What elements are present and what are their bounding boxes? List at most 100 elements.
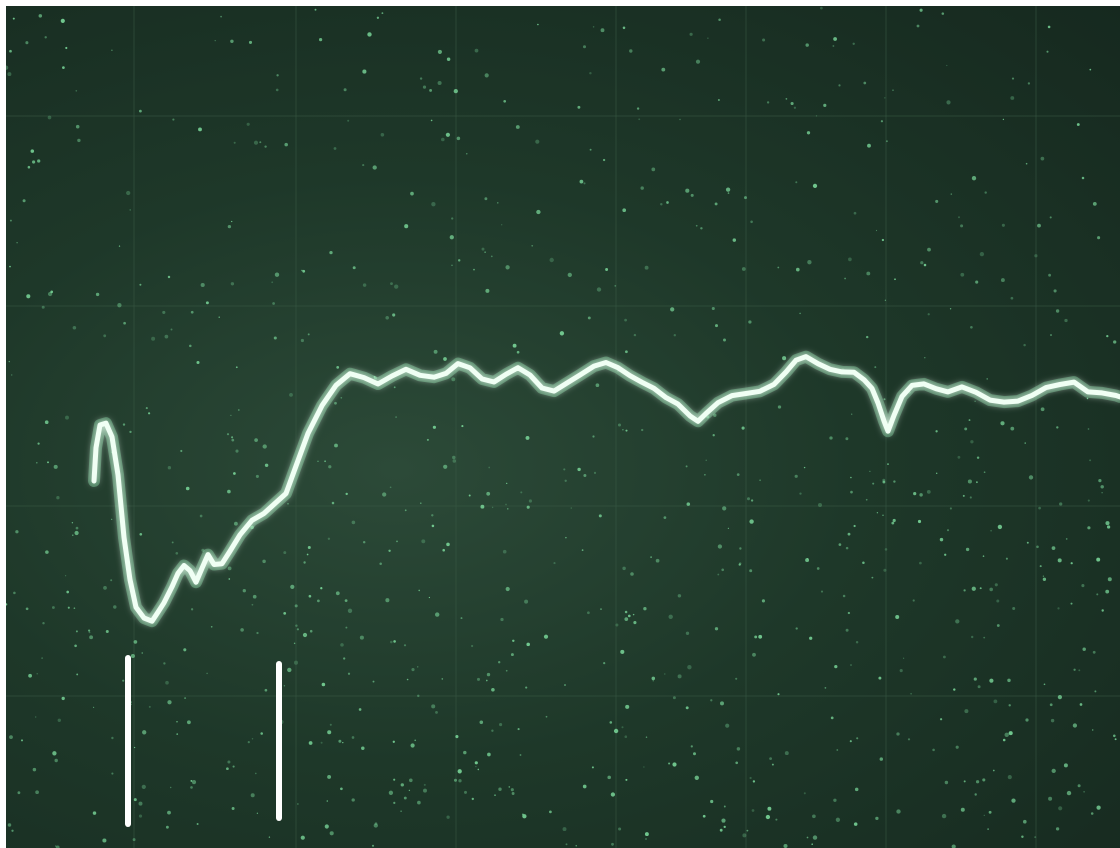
noise-speck xyxy=(1064,318,1068,323)
noise-speck xyxy=(723,805,726,808)
noise-speck xyxy=(226,433,230,436)
noise-speck xyxy=(587,316,591,320)
noise-speck xyxy=(844,277,847,280)
noise-speck xyxy=(749,569,753,573)
noise-speck xyxy=(884,299,887,301)
noise-speck xyxy=(887,463,889,465)
noise-speck xyxy=(970,325,973,329)
noise-speck xyxy=(231,220,233,223)
noise-speck xyxy=(431,524,435,528)
noise-speck xyxy=(123,321,126,325)
noise-speck xyxy=(1053,289,1057,293)
noise-speck xyxy=(882,480,886,484)
noise-speck xyxy=(501,224,503,226)
noise-speck xyxy=(230,39,234,44)
noise-speck xyxy=(535,139,540,144)
noise-speck xyxy=(919,493,923,497)
noise-speck xyxy=(505,265,510,270)
noise-speck xyxy=(767,806,772,811)
noise-speck xyxy=(433,349,438,354)
noise-speck xyxy=(607,775,611,780)
noise-speck xyxy=(334,443,338,448)
noise-speck xyxy=(785,98,788,100)
noise-speck xyxy=(1081,584,1085,588)
noise-speck xyxy=(505,503,507,506)
noise-speck xyxy=(88,629,91,632)
noise-speck xyxy=(165,825,169,829)
noise-speck xyxy=(231,438,235,442)
noise-speck xyxy=(110,579,113,582)
noise-speck xyxy=(342,741,344,744)
noise-speck xyxy=(393,386,396,389)
signal-trace xyxy=(91,354,1120,624)
noise-speck xyxy=(750,220,753,224)
noise-speck xyxy=(1008,704,1011,707)
noise-speck xyxy=(625,350,628,354)
noise-speck xyxy=(343,657,346,660)
noise-speck xyxy=(256,631,259,635)
noise-speck xyxy=(1079,703,1083,706)
noise-speck xyxy=(289,392,293,397)
noise-speck xyxy=(230,282,235,286)
noise-speck xyxy=(1087,526,1091,530)
noise-speck xyxy=(479,720,484,725)
noise-speck xyxy=(461,425,464,428)
noise-speck xyxy=(543,634,549,639)
noise-speck xyxy=(498,787,502,791)
noise-speck xyxy=(400,783,404,787)
noise-speck xyxy=(133,746,136,749)
noise-speck xyxy=(596,287,602,292)
noise-speck xyxy=(879,757,883,761)
noise-speck xyxy=(198,127,202,132)
noise-speck xyxy=(927,313,930,316)
noise-speck xyxy=(885,140,888,143)
noise-speck xyxy=(1073,668,1076,671)
noise-speck xyxy=(955,619,960,624)
phosphor-noise xyxy=(6,6,1117,848)
noise-speck xyxy=(847,532,851,536)
noise-speck xyxy=(485,679,488,682)
noise-speck xyxy=(871,576,874,579)
noise-speck xyxy=(506,482,508,485)
noise-speck xyxy=(1070,562,1073,565)
noise-speck xyxy=(717,573,720,576)
noise-speck xyxy=(902,657,905,659)
noise-speck xyxy=(432,425,436,429)
noise-speck xyxy=(293,642,296,645)
noise-speck xyxy=(1086,397,1089,400)
noise-speck xyxy=(129,430,132,434)
noise-speck xyxy=(231,807,235,810)
noise-speck xyxy=(1063,763,1068,768)
noise-speck xyxy=(206,672,208,675)
noise-speck xyxy=(817,502,823,508)
noise-speck xyxy=(171,541,174,544)
noise-speck xyxy=(264,145,267,148)
noise-speck xyxy=(695,59,701,64)
noise-speck xyxy=(214,39,216,42)
noise-speck xyxy=(512,343,517,348)
noise-speck xyxy=(739,547,742,550)
noise-speck xyxy=(672,762,677,767)
noise-speck xyxy=(583,45,586,49)
noise-speck xyxy=(850,476,852,479)
noise-speck xyxy=(259,141,262,144)
noise-speck xyxy=(744,196,747,200)
noise-speck xyxy=(264,463,269,468)
noise-speck xyxy=(55,845,57,847)
noise-speck xyxy=(102,838,107,843)
noise-speck xyxy=(302,632,308,638)
noise-speck xyxy=(1056,426,1059,429)
noise-speck xyxy=(866,271,871,276)
noise-speck xyxy=(1007,678,1011,683)
noise-speck xyxy=(702,814,706,818)
noise-speck xyxy=(417,800,421,805)
noise-speck xyxy=(769,757,772,760)
noise-speck xyxy=(795,181,798,184)
noise-speck xyxy=(951,844,956,848)
noise-speck xyxy=(553,562,556,565)
noise-speck xyxy=(435,612,440,617)
noise-speck xyxy=(582,784,587,789)
noise-speck xyxy=(732,238,737,242)
noise-speck xyxy=(308,741,313,745)
noise-speck xyxy=(190,779,193,782)
